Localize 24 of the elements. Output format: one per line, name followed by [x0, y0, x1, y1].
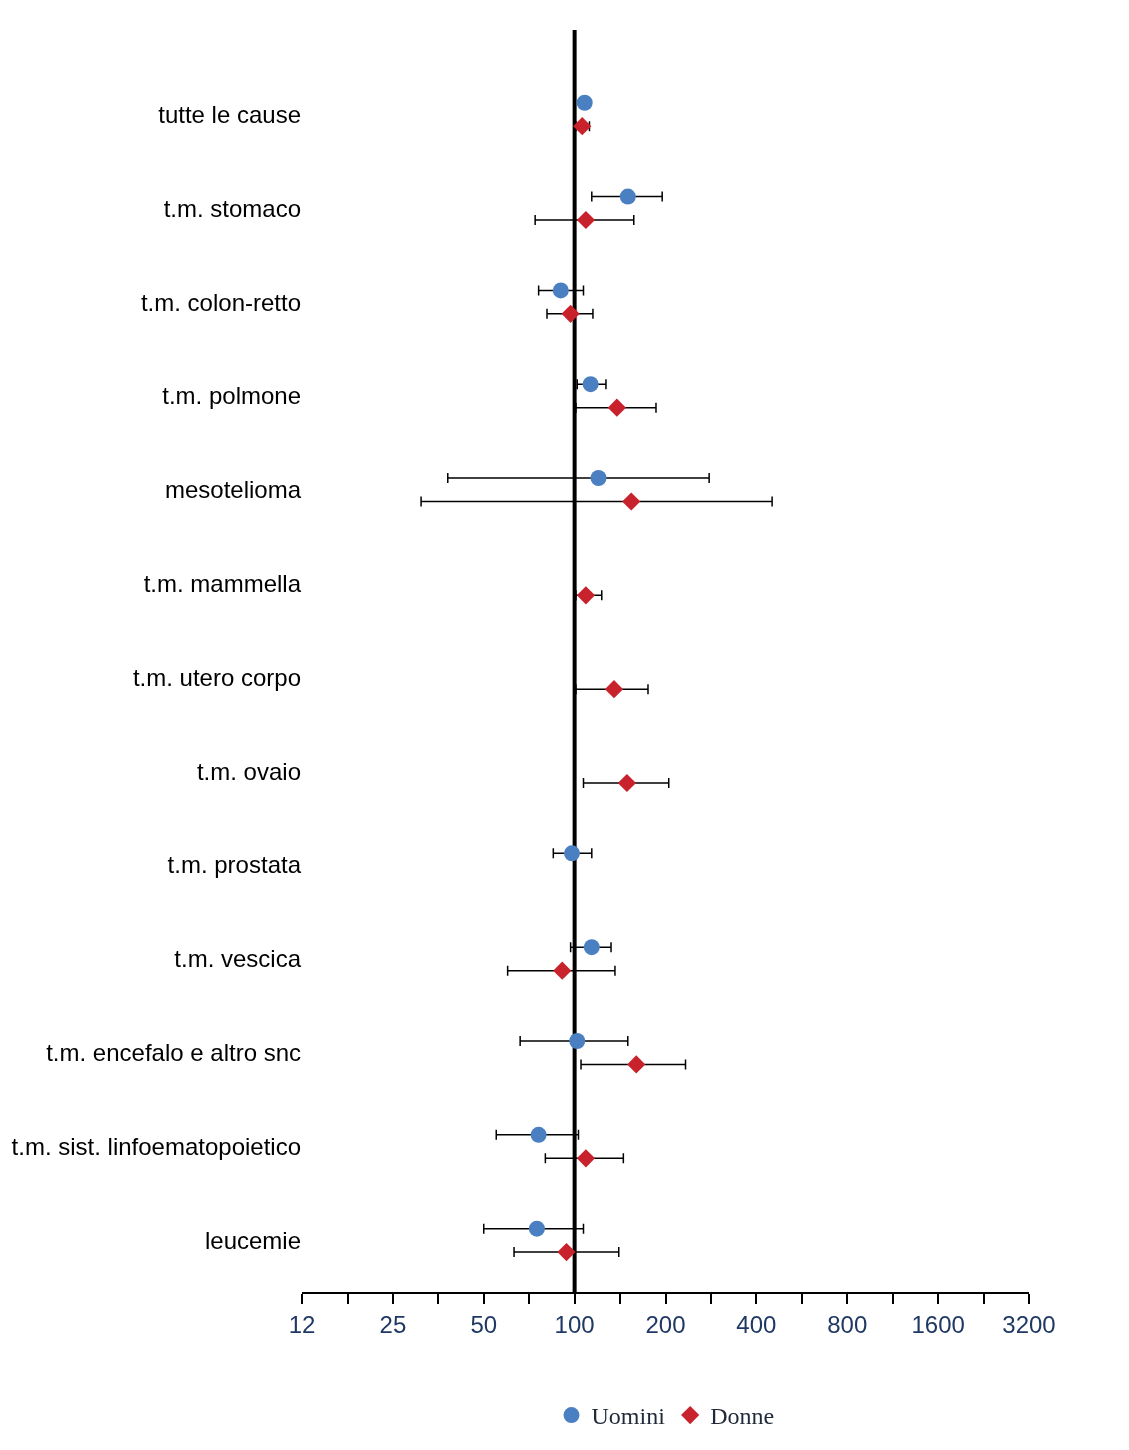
y-tick-label: t.m. stomaco	[163, 194, 301, 222]
y-tick-label: t.m. prostata	[167, 851, 302, 879]
y-tick-label: t.m. polmone	[162, 382, 301, 410]
legend-label: Donne	[710, 1403, 775, 1430]
x-tick-label: 12	[288, 1310, 316, 1338]
x-tick-label: 400	[736, 1310, 777, 1338]
x-tick-label: 100	[554, 1310, 595, 1338]
y-tick-label: t.m. vescica	[174, 945, 302, 973]
x-tick-label: 1600	[911, 1310, 965, 1338]
x-tick-label: 3200	[1002, 1310, 1056, 1338]
x-tick-label: 800	[827, 1310, 868, 1338]
y-tick-label: t.m. mammella	[143, 569, 302, 597]
y-tick-label: t.m. ovaio	[196, 757, 301, 785]
y-tick-label: t.m. utero corpo	[132, 663, 301, 691]
y-tick-label: t.m. colon-retto	[140, 288, 301, 316]
x-tick-label: 25	[379, 1310, 407, 1338]
y-tick-label: leucemie	[204, 1226, 301, 1254]
x-tick-label: 200	[645, 1310, 686, 1338]
y-tick-label: t.m. sist. linfoematopoietico	[11, 1132, 301, 1160]
y-tick-label: tutte le cause	[158, 100, 301, 128]
y-tick-label: mesotelioma	[164, 476, 302, 504]
legend-label: Uomini	[591, 1403, 666, 1430]
y-tick-label: t.m. encefalo e altro snc	[46, 1039, 301, 1067]
x-tick-label: 50	[470, 1310, 498, 1338]
